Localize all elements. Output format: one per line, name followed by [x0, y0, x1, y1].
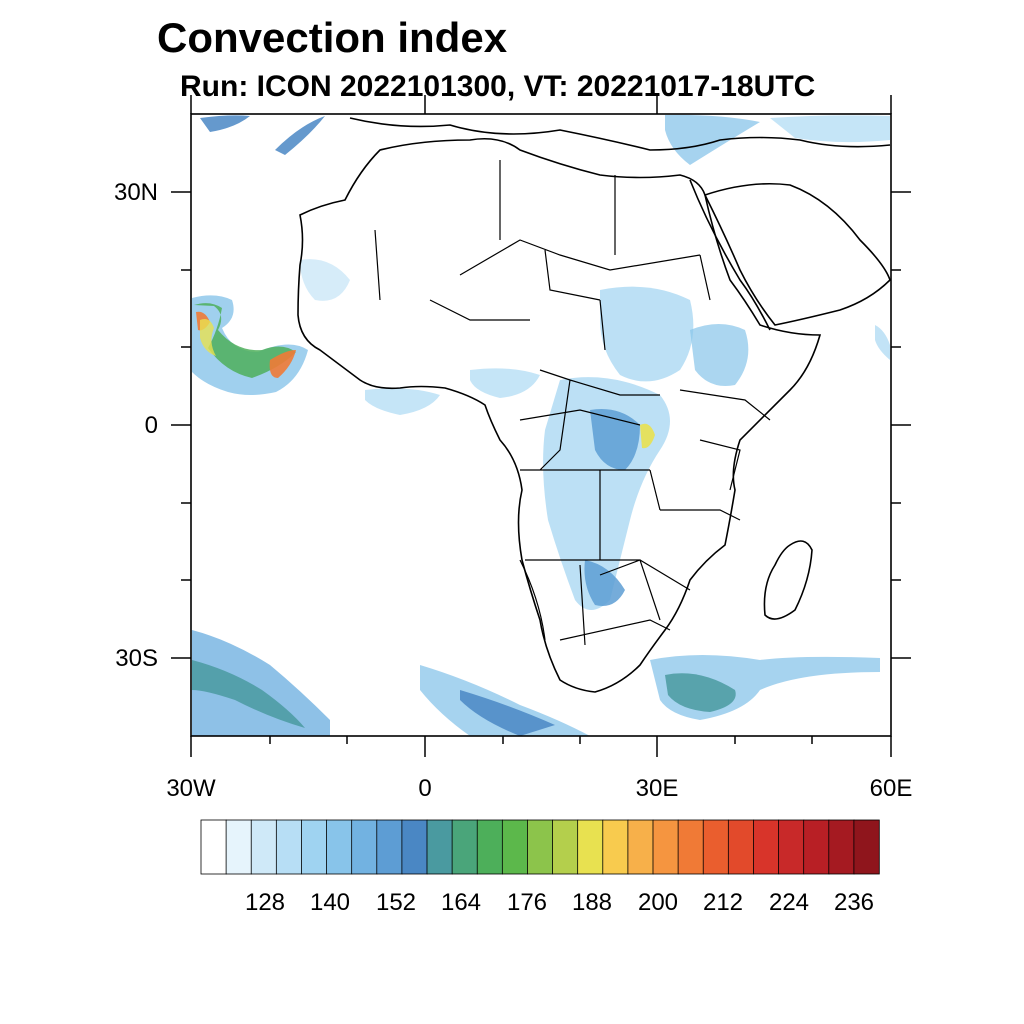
field-blob-med-north	[770, 115, 890, 143]
colorbar-swatch	[275, 819, 303, 875]
border-north	[374, 160, 711, 351]
colorbar-swatch	[702, 819, 730, 875]
colorbar-swatch	[627, 819, 654, 875]
colorbar	[200, 819, 880, 875]
coastline-layer	[297, 117, 891, 693]
field-blob-se-core	[665, 673, 736, 712]
field-blob-lake-victoria-hot	[640, 423, 655, 449]
colorbar-swatch	[753, 819, 780, 875]
colorbar-swatch	[301, 819, 328, 875]
colorbar-swatch	[401, 819, 428, 875]
colorbar-label: 128	[244, 889, 286, 916]
colorbar-label: 164	[440, 889, 482, 916]
madagascar-coastline	[763, 540, 813, 620]
colorbar-swatch	[351, 819, 378, 875]
border-east	[660, 389, 771, 521]
colorbar-swatch	[677, 819, 704, 875]
colorbar-swatch	[225, 819, 252, 875]
africa-coastline	[297, 137, 822, 693]
colorbar-swatch	[426, 819, 453, 875]
border-central	[519, 369, 661, 560]
field-blob-sahel-west	[300, 259, 350, 301]
colorbar-label: 176	[506, 889, 548, 916]
colorbar-label: 140	[309, 889, 351, 916]
colorbar-label: 224	[768, 889, 810, 916]
border-south	[519, 559, 691, 646]
colorbar-swatch	[501, 819, 529, 875]
field-blob-atlantic-hot	[196, 311, 296, 378]
colorbar-swatch	[476, 819, 504, 875]
field-layer	[192, 114, 890, 736]
colorbar-swatch	[828, 819, 855, 875]
lat-label-30s: 30S	[115, 645, 158, 672]
field-blob-med-east	[665, 114, 760, 165]
lon-label-60e: 60E	[869, 775, 913, 802]
colorbar-swatch	[577, 819, 604, 875]
colorbar-swatch	[727, 819, 755, 875]
colorbar-label: 236	[833, 889, 875, 916]
colorbar-swatch	[376, 819, 403, 875]
lon-label-0: 0	[418, 775, 432, 802]
field-blob-atlantic-core	[194, 303, 296, 378]
colorbar-swatch	[803, 819, 830, 875]
colorbar-label: 200	[637, 889, 679, 916]
field-blob-north-atlantic	[200, 115, 325, 155]
field-blob-south-band	[420, 665, 590, 736]
field-blob-south-band-core	[460, 690, 555, 736]
border-layer	[374, 160, 771, 646]
field-blob-south-sudan	[600, 286, 694, 382]
colorbar-swatch	[250, 819, 278, 875]
colorbar-swatch	[200, 819, 227, 875]
colorbar-label: 152	[375, 889, 417, 916]
colorbar-label: 212	[702, 889, 744, 916]
field-blob-atlantic-yellow	[200, 319, 216, 356]
colorbar-swatch	[552, 819, 579, 875]
colorbar-swatch	[853, 819, 880, 875]
colorbar-label: 188	[571, 889, 613, 916]
colorbar-swatch	[326, 819, 353, 875]
field-blob-central-core	[584, 409, 640, 606]
arabia-coastline	[703, 182, 891, 326]
lat-label-0: 0	[144, 412, 158, 439]
colorbar-swatch	[778, 819, 805, 875]
axis-ticks	[171, 95, 911, 757]
colorbar-swatch	[652, 819, 679, 875]
lat-label-30n: 30N	[113, 179, 158, 206]
field-blob-gulf-guinea	[365, 368, 540, 415]
field-blob-ethiopia	[690, 324, 749, 386]
red-sea	[689, 179, 771, 331]
colorbar-swatch	[527, 819, 554, 875]
med-coast-north	[349, 117, 891, 151]
field-blob-ne-corner	[875, 325, 890, 360]
map-subtitle: Run: ICON 2022101300, VT: 20221017-18UTC	[180, 70, 816, 103]
colorbar-swatch	[602, 819, 629, 875]
lon-label-30e: 30E	[635, 775, 679, 802]
plot-frame	[190, 113, 892, 737]
colorbar-swatch	[451, 819, 478, 875]
map-title: Convection index	[157, 14, 508, 61]
field-blob-south-atlantic	[192, 630, 330, 736]
lon-label-30w: 30W	[166, 775, 216, 802]
field-blob-south-atlantic-core	[192, 660, 305, 728]
